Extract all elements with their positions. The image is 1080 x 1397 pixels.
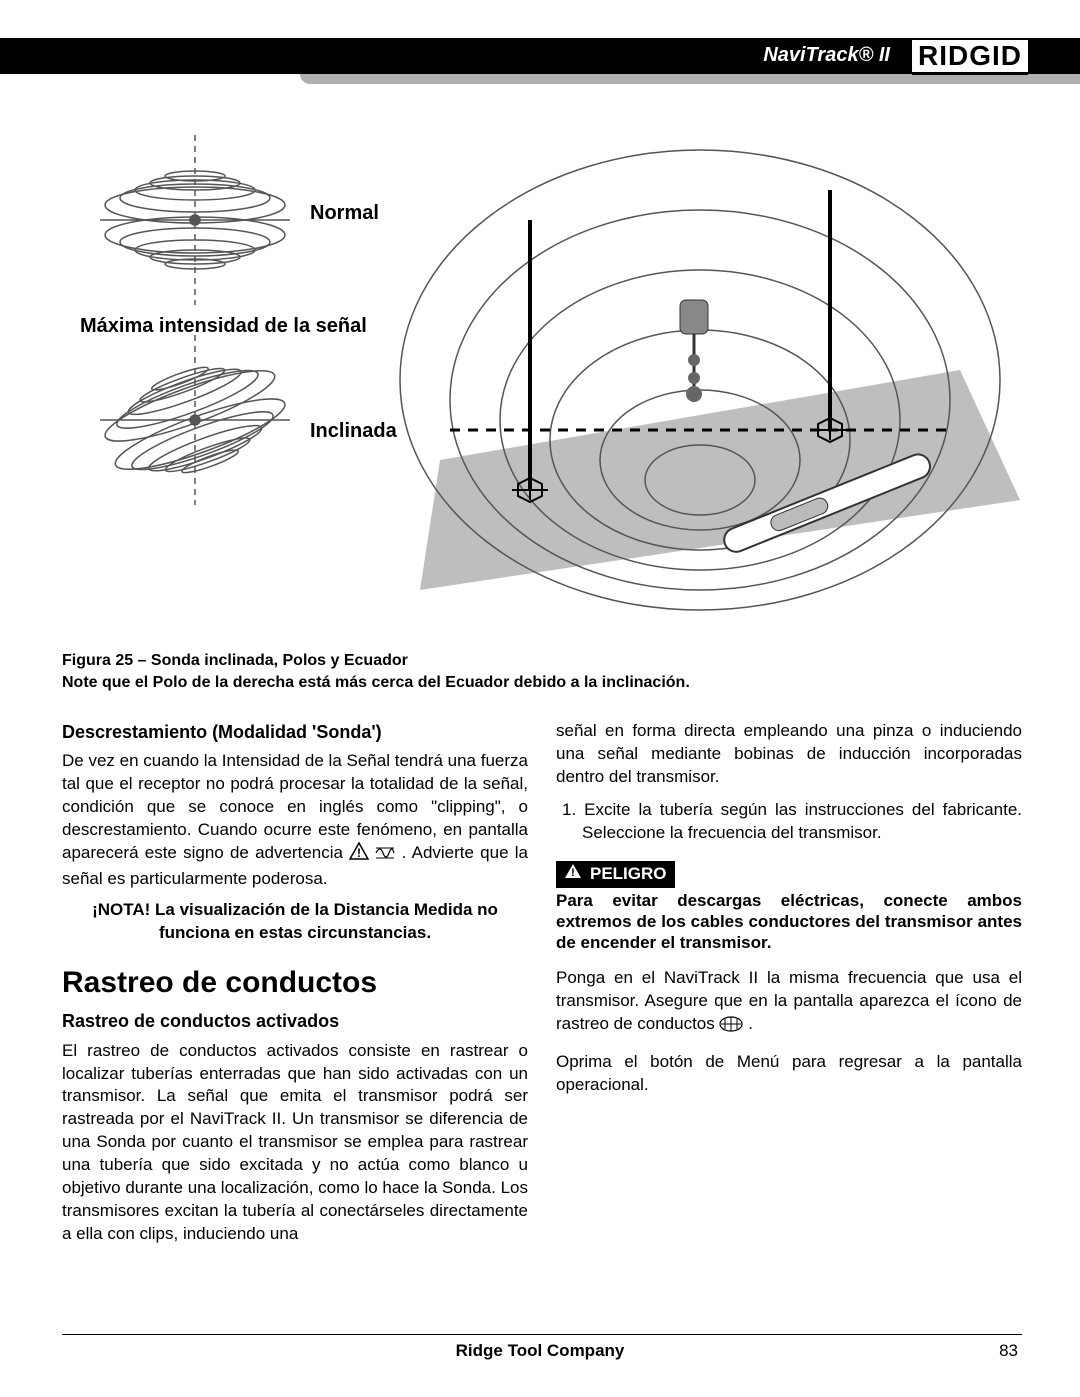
svg-text:!: ! (357, 846, 361, 860)
paragraph-activados: El rastreo de conductos activados consis… (62, 1040, 528, 1246)
figure-diagram: Normal Máxima intensidad de la señal Inc… (60, 120, 1020, 640)
svg-text:!: ! (571, 867, 575, 879)
danger-body: Para evitar descargas eléctricas, conect… (556, 890, 1022, 954)
sub-heading-descrestamiento: Descrestamiento (Modalidad 'Sonda') (62, 720, 528, 744)
label-inclined: Inclinada (310, 420, 397, 443)
ordered-item-1: 1. Excite la tubería según las instrucci… (582, 799, 1022, 845)
figure-caption-line2: Note que el Polo de la derecha está más … (62, 672, 1022, 694)
header-gray-bar (300, 74, 1080, 84)
label-normal: Normal (310, 202, 379, 225)
right-column: señal en forma directa empleando una pin… (556, 720, 1022, 1246)
footer-rule (62, 1334, 1022, 1335)
left-column: Descrestamiento (Modalidad 'Sonda') De v… (62, 720, 528, 1246)
sub-heading-activados: Rastreo de conductos activados (62, 1009, 528, 1033)
warning-triangle-icon: ! (349, 842, 369, 867)
footer-company: Ridge Tool Company (0, 1341, 1080, 1361)
product-name: NaviTrack® II (763, 44, 890, 67)
danger-label: PELIGRO (590, 863, 667, 886)
clipping-wave-icon (375, 845, 395, 868)
figure-caption: Figura 25 – Sonda inclinada, Polos y Ecu… (62, 650, 1022, 695)
brand-logo: RIDGID (912, 40, 1028, 75)
line-trace-icon (719, 1016, 743, 1039)
note-distance: ¡NOTA! La visualización de la Distancia … (62, 899, 528, 945)
danger-header: ! PELIGRO (556, 861, 675, 888)
paragraph-frequency: Ponga en el NaviTrack II la misma frecue… (556, 967, 1022, 1039)
paragraph-continuation: señal en forma directa empleando una pin… (556, 720, 1022, 789)
danger-warning-icon: ! (564, 863, 582, 886)
paragraph-descrestamiento: De vez en cuando la Intensidad de la Señ… (62, 750, 528, 891)
figure-caption-line1: Figura 25 – Sonda inclinada, Polos y Ecu… (62, 650, 1022, 672)
main-heading-rastreo: Rastreo de conductos (62, 963, 528, 1004)
footer-page-number: 83 (999, 1341, 1018, 1361)
label-max-signal: Máxima intensidad de la señal (80, 315, 367, 338)
paragraph-menu: Oprima el botón de Menú para regresar a … (556, 1051, 1022, 1097)
